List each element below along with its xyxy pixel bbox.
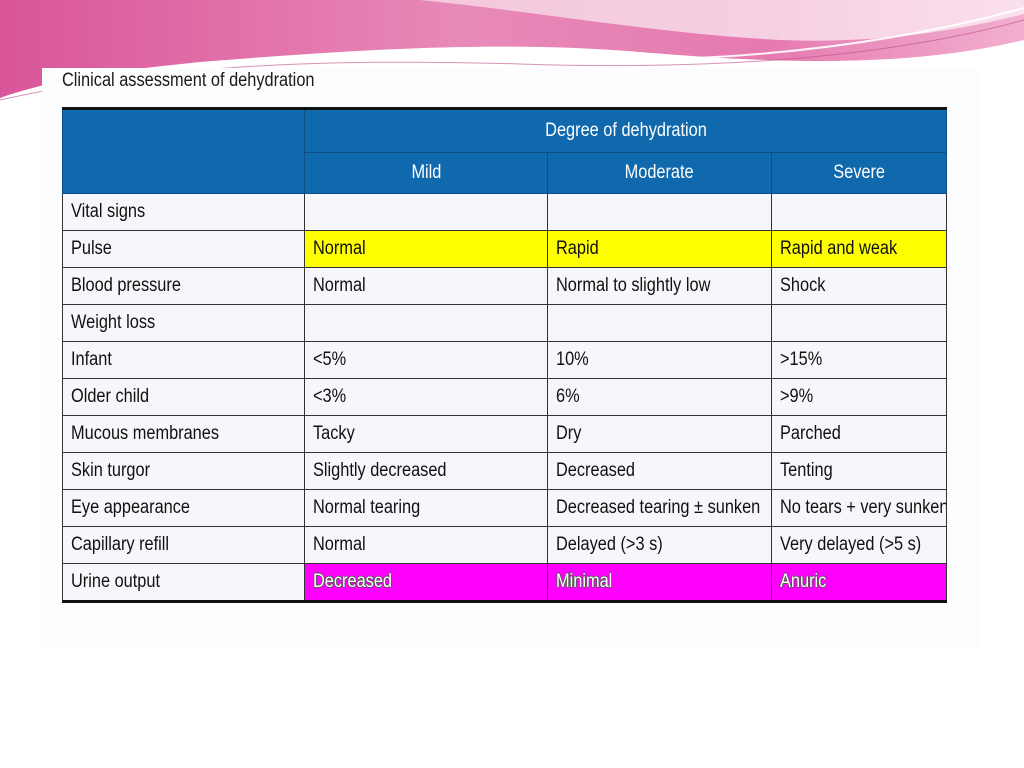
- row-label-skin-turgor: Skin turgor: [62, 452, 305, 490]
- cell-severe: >9%: [770, 378, 948, 416]
- cell-severe: Very delayed (>5 s): [770, 526, 948, 564]
- cell-mild: [304, 304, 548, 342]
- table-title: Clinical assessment of dehydration: [62, 70, 315, 91]
- table-row: Mucous membranes Tacky Dry Parched: [62, 415, 948, 453]
- cell-mild: Normal: [304, 267, 548, 305]
- cell-moderate: 10%: [547, 341, 772, 379]
- table-row: Weight loss: [62, 304, 948, 342]
- dehydration-table: Degree of dehydration Mild Moderate Seve…: [62, 107, 948, 603]
- cell-moderate: Decreased tearing ± sunken: [547, 489, 772, 527]
- cell-severe: Tenting: [770, 452, 948, 490]
- table-row: Urine output Decreased Minimal Anuric: [62, 563, 948, 603]
- cell-moderate: [547, 193, 772, 231]
- cell-moderate: 6%: [547, 378, 772, 416]
- cell-moderate: Decreased: [547, 452, 772, 490]
- row-label-weight-loss: Weight loss: [62, 304, 305, 342]
- header-moderate: Moderate: [547, 152, 772, 194]
- row-label-vital-signs: Vital signs: [62, 193, 305, 231]
- row-label-blood-pressure: Blood pressure: [62, 267, 305, 305]
- table-row: Blood pressure Normal Normal to slightly…: [62, 267, 948, 305]
- cell-severe: No tears + very sunken: [770, 489, 948, 527]
- cell-severe: Anuric: [770, 563, 948, 603]
- cell-moderate: Delayed (>3 s): [547, 526, 772, 564]
- cell-severe: [770, 304, 948, 342]
- cell-moderate: Dry: [547, 415, 772, 453]
- table-row: Pulse Normal Rapid Rapid and weak: [62, 230, 948, 268]
- cell-mild: Normal tearing: [304, 489, 548, 527]
- row-label-older-child: Older child: [62, 378, 305, 416]
- cell-moderate: [547, 304, 772, 342]
- table-row: Infant <5% 10% >15%: [62, 341, 948, 379]
- header-mild: Mild: [304, 152, 548, 194]
- cell-mild: Decreased: [304, 563, 548, 603]
- cell-mild: Normal: [304, 526, 548, 564]
- cell-severe: >15%: [770, 341, 948, 379]
- cell-mild: <3%: [304, 378, 548, 416]
- table-row: Capillary refill Normal Delayed (>3 s) V…: [62, 526, 948, 564]
- table-row: Older child <3% 6% >9%: [62, 378, 948, 416]
- row-label-pulse: Pulse: [62, 230, 305, 268]
- cell-mild: Tacky: [304, 415, 548, 453]
- cell-severe: Shock: [770, 267, 948, 305]
- header-corner-cell: [62, 107, 305, 194]
- table-row: Eye appearance Normal tearing Decreased …: [62, 489, 948, 527]
- row-label-urine-output: Urine output: [62, 563, 305, 603]
- header-degree-of-dehydration: Degree of dehydration: [303, 107, 948, 153]
- cell-severe: Rapid and weak: [770, 230, 948, 268]
- row-label-mucous-membranes: Mucous membranes: [62, 415, 305, 453]
- cell-mild: <5%: [304, 341, 548, 379]
- cell-mild: Slightly decreased: [304, 452, 548, 490]
- row-label-infant: Infant: [62, 341, 305, 379]
- table-row: Vital signs: [62, 193, 948, 231]
- cell-moderate: Rapid: [547, 230, 772, 268]
- cell-mild: Normal: [304, 230, 548, 268]
- cell-moderate: Normal to slightly low: [547, 267, 772, 305]
- row-label-capillary-refill: Capillary refill: [62, 526, 305, 564]
- row-label-eye-appearance: Eye appearance: [62, 489, 305, 527]
- cell-mild: [304, 193, 548, 231]
- cell-severe: [770, 193, 948, 231]
- header-severe: Severe: [770, 152, 948, 194]
- cell-severe: Parched: [770, 415, 948, 453]
- cell-moderate: Minimal: [547, 563, 772, 603]
- table-row: Skin turgor Slightly decreased Decreased…: [62, 452, 948, 490]
